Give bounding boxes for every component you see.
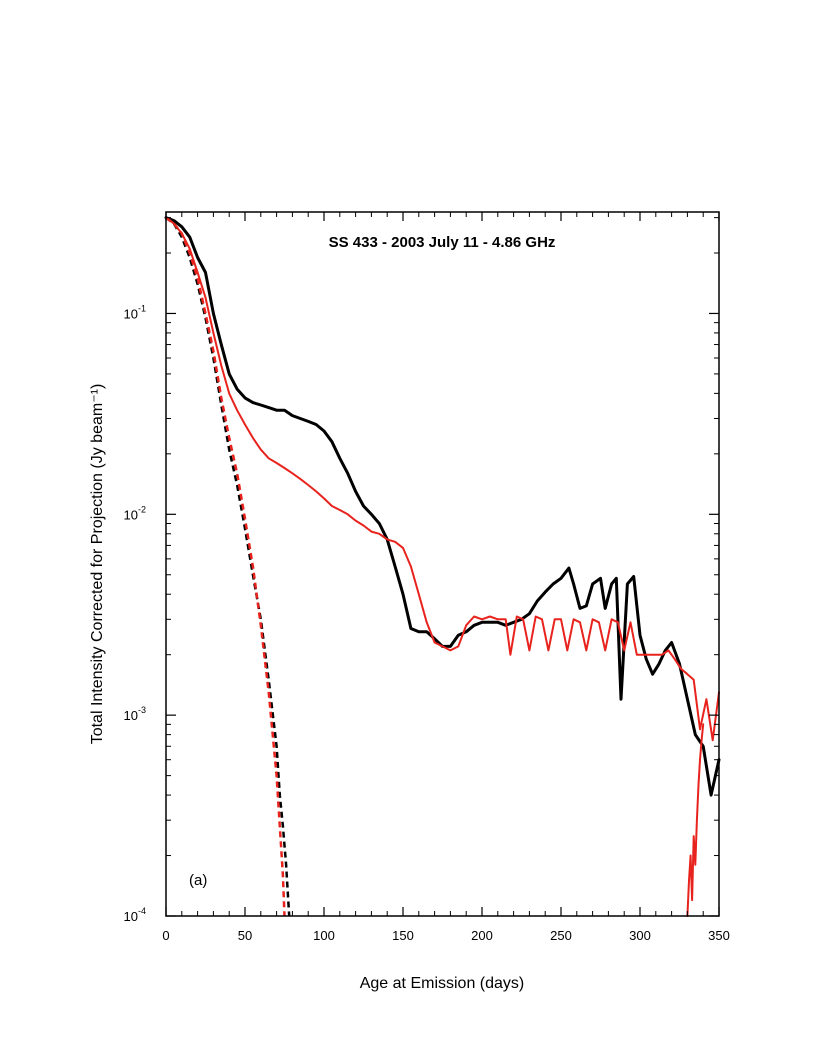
label-layer: SS 433 - 2003 July 11 - 4.86 GHz (a) Age…	[89, 234, 555, 992]
x-tick-label: 350	[708, 928, 730, 943]
chart-title: SS 433 - 2003 July 11 - 4.86 GHz	[329, 234, 556, 251]
x-tick-label: 200	[471, 928, 493, 943]
x-tick-label: 0	[162, 928, 169, 943]
plot-frame	[165, 211, 720, 917]
y-tick-exponent: -4	[138, 906, 146, 916]
x-axis-title: Age at Emission (days)	[360, 975, 525, 992]
y-tick-exponent: -3	[138, 705, 146, 715]
x-tick-label: 250	[550, 928, 572, 943]
series-line-1	[164, 216, 721, 797]
series-line-2	[165, 216, 720, 742]
x-tick-label: 100	[313, 928, 335, 943]
series-line-4	[165, 216, 291, 917]
y-axis-title: Total Intensity Corrected for Projection…	[89, 384, 106, 745]
series-line-3	[686, 723, 705, 917]
panel-label: (a)	[189, 872, 207, 889]
x-tick-label: 300	[629, 928, 651, 943]
y-tick-exponent: -1	[138, 303, 146, 313]
y-tick-exponent: -2	[138, 504, 146, 514]
x-tick-label: 50	[238, 928, 252, 943]
series-layer	[164, 216, 721, 917]
series-line-5	[165, 216, 286, 917]
x-tick-label: 150	[392, 928, 414, 943]
